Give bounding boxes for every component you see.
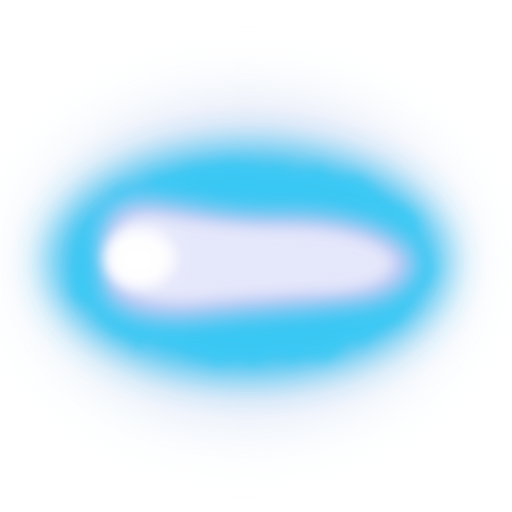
hotspot-center <box>118 244 158 276</box>
pale-core <box>112 215 393 303</box>
